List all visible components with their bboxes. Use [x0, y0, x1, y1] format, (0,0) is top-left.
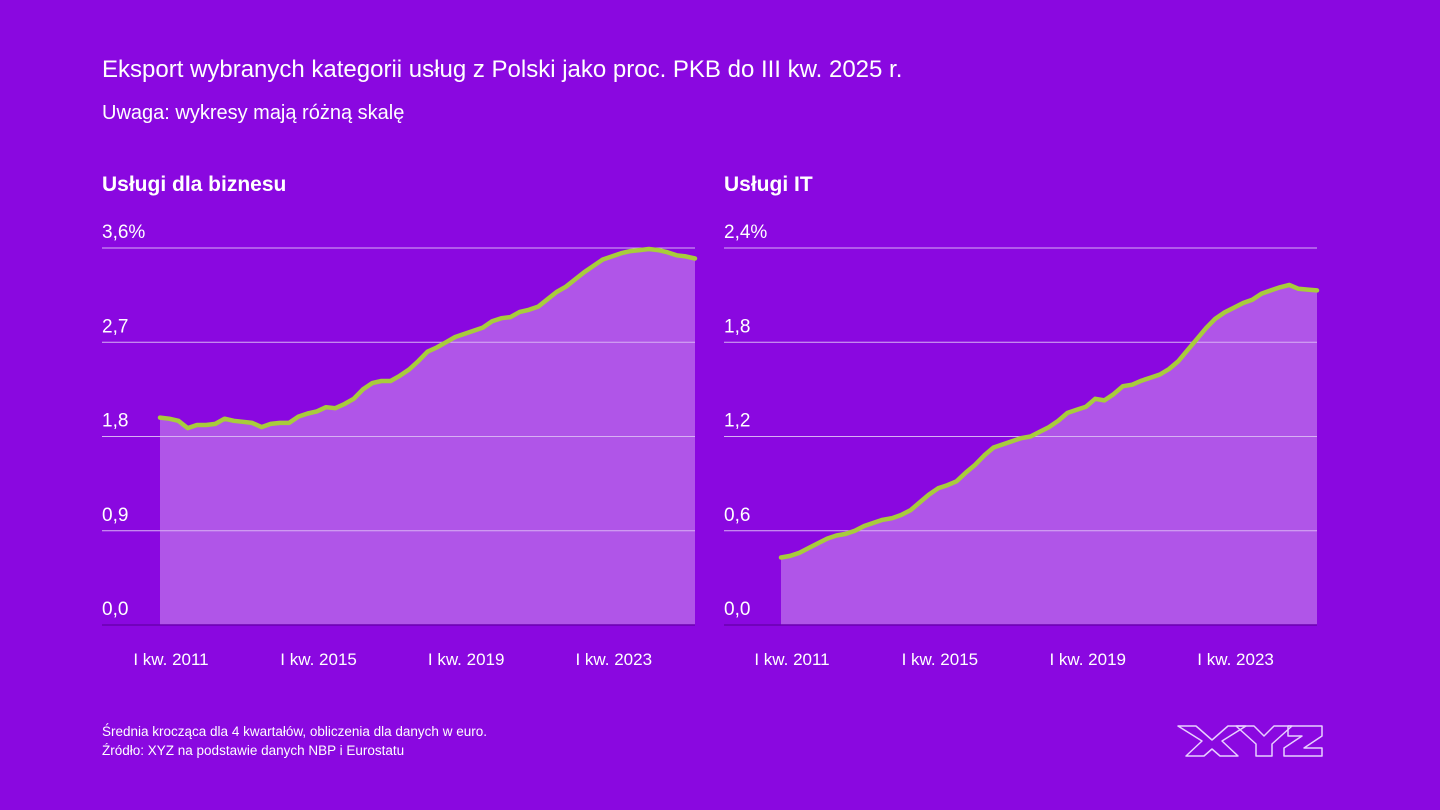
- y-tick-label: 0,0: [102, 599, 128, 620]
- x-tick-label: I kw. 2023: [575, 650, 652, 669]
- xyz-logo: [1177, 725, 1323, 757]
- y-tick-label: 2,7: [102, 316, 128, 337]
- chart-it-services: Usługi IT 0,0 0,6 1,2 1,8 2,4% I kw. 2011 I kw…: [724, 173, 1320, 669]
- x-tick-label: I kw. 2015: [280, 650, 357, 669]
- panel-title: Usługi dla biznesu: [102, 173, 286, 196]
- chart-title: Eksport wybranych kategorii usług z Pols…: [102, 56, 903, 83]
- y-tick-label: 0,9: [102, 505, 128, 526]
- series-line: [157, 246, 698, 431]
- footer: Średnia krocząca dla 4 kwartałów, oblicz…: [102, 722, 487, 760]
- x-tick-label: I kw. 2019: [1049, 650, 1126, 669]
- x-tick-label: I kw. 2019: [428, 650, 505, 669]
- y-tick-label: 0,6: [724, 505, 750, 526]
- x-tick-label: I kw. 2023: [1197, 650, 1274, 669]
- y-tick-label: 3,6%: [102, 222, 145, 243]
- chart-subtitle: Uwaga: wykresy mają różną skalę: [102, 102, 405, 124]
- footer-note: Średnia krocząca dla 4 kwartałów, oblicz…: [102, 724, 487, 739]
- footer-source: Źródło: XYZ na podstawie danych NBP i Eu…: [102, 743, 405, 758]
- y-tick-label: 1,8: [724, 316, 750, 337]
- chart-business-services: Usługi dla biznesu 0,0 0,9 1,8 2,7 3,6% I kw.…: [102, 173, 698, 669]
- panel-title: Usługi IT: [724, 173, 813, 196]
- x-tick-label: I kw. 2011: [133, 650, 208, 669]
- x-tick-label: I kw. 2011: [754, 650, 829, 669]
- y-tick-label: 1,8: [102, 411, 128, 432]
- y-tick-label: 2,4%: [724, 222, 767, 243]
- x-tick-label: I kw. 2015: [902, 650, 979, 669]
- y-tick-label: 1,2: [724, 411, 750, 432]
- series-line: [778, 282, 1320, 560]
- y-tick-label: 0,0: [724, 599, 750, 620]
- area-fill: [781, 284, 1317, 625]
